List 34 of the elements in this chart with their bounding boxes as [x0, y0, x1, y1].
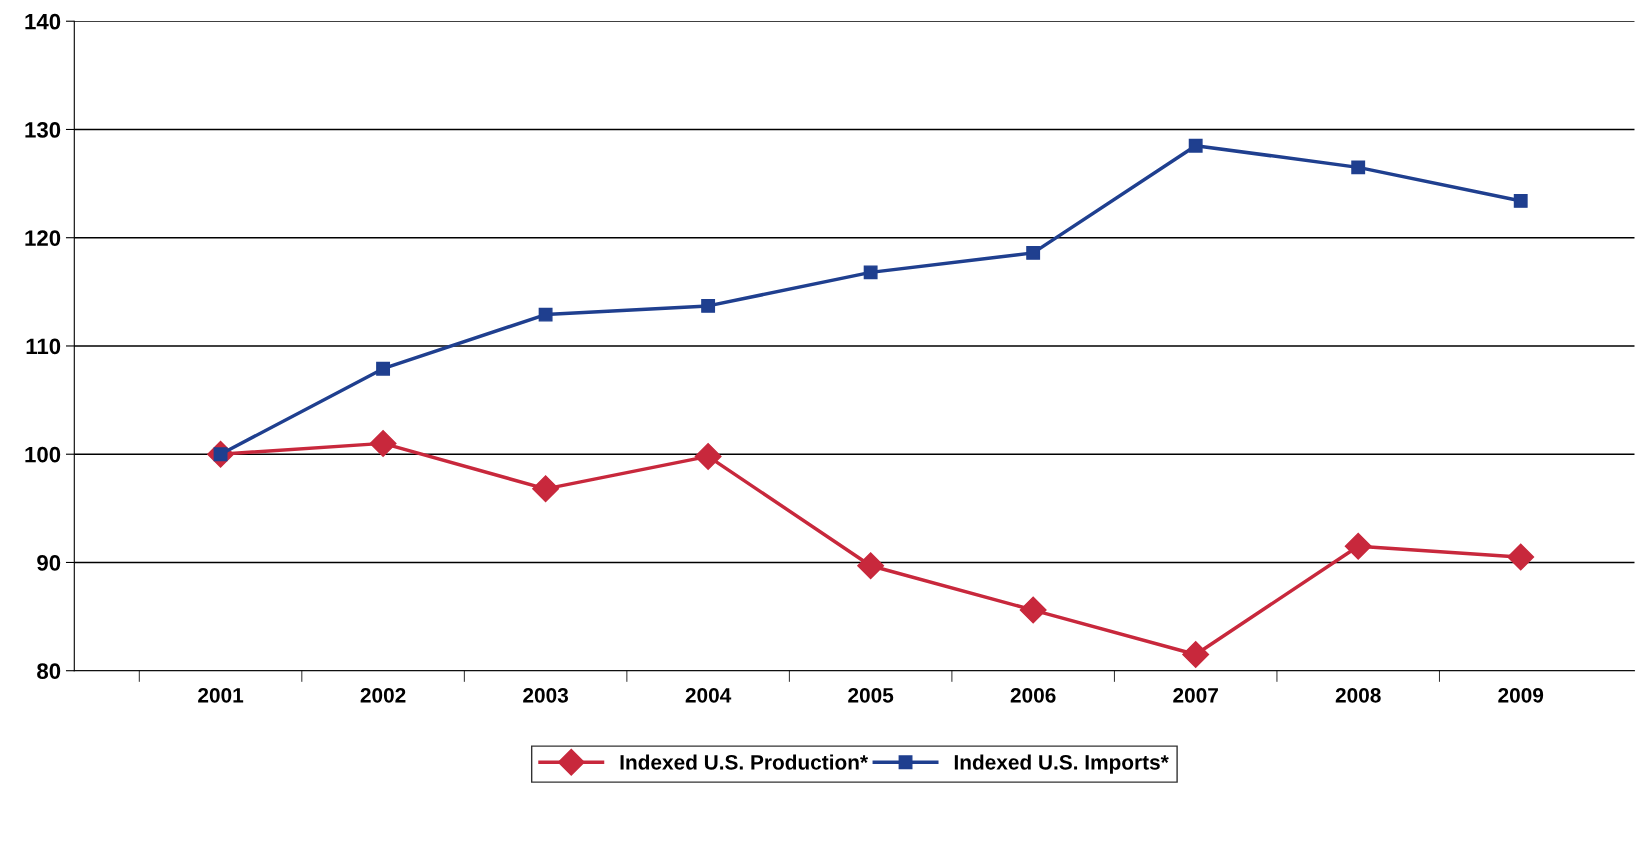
point: [376, 361, 391, 376]
x-tick-label: 2009: [1498, 687, 1544, 703]
y-tick-label: 100: [25, 446, 61, 463]
point: [532, 475, 560, 503]
x-tick-label: 2005: [848, 687, 894, 703]
y-tick-label: 140: [25, 13, 61, 30]
point: [863, 265, 878, 280]
x-tick-label: 2002: [360, 687, 406, 703]
x-tick-label: 2007: [1173, 687, 1218, 703]
point: [1188, 138, 1203, 153]
x-tick-label: 2001: [198, 687, 244, 703]
point: [1351, 160, 1366, 175]
point: [1026, 245, 1041, 260]
point: [1182, 641, 1210, 668]
point: [694, 442, 722, 470]
point: [1344, 532, 1372, 560]
point: [369, 429, 397, 457]
x-tick-label: 2004: [685, 687, 732, 703]
y-tick-label: 90: [37, 555, 61, 571]
y-tick-label: 120: [25, 230, 61, 246]
legend-label: Indexed U.S. Production*: [620, 754, 869, 770]
y-tick-label: 80: [37, 663, 61, 679]
point: [701, 298, 716, 313]
y-tick-label: 130: [25, 122, 61, 138]
legend-label: Indexed U.S. Imports*: [954, 754, 1169, 774]
point: [1507, 543, 1535, 571]
point: [857, 552, 885, 580]
point: [1513, 193, 1528, 208]
y-tick-label: 110: [26, 338, 61, 355]
point: [1019, 596, 1047, 624]
x-tick-label: 2006: [1010, 687, 1056, 703]
point: [538, 307, 553, 322]
x-tick-label: 2008: [1335, 687, 1381, 703]
x-tick-label: 2003: [523, 687, 569, 703]
